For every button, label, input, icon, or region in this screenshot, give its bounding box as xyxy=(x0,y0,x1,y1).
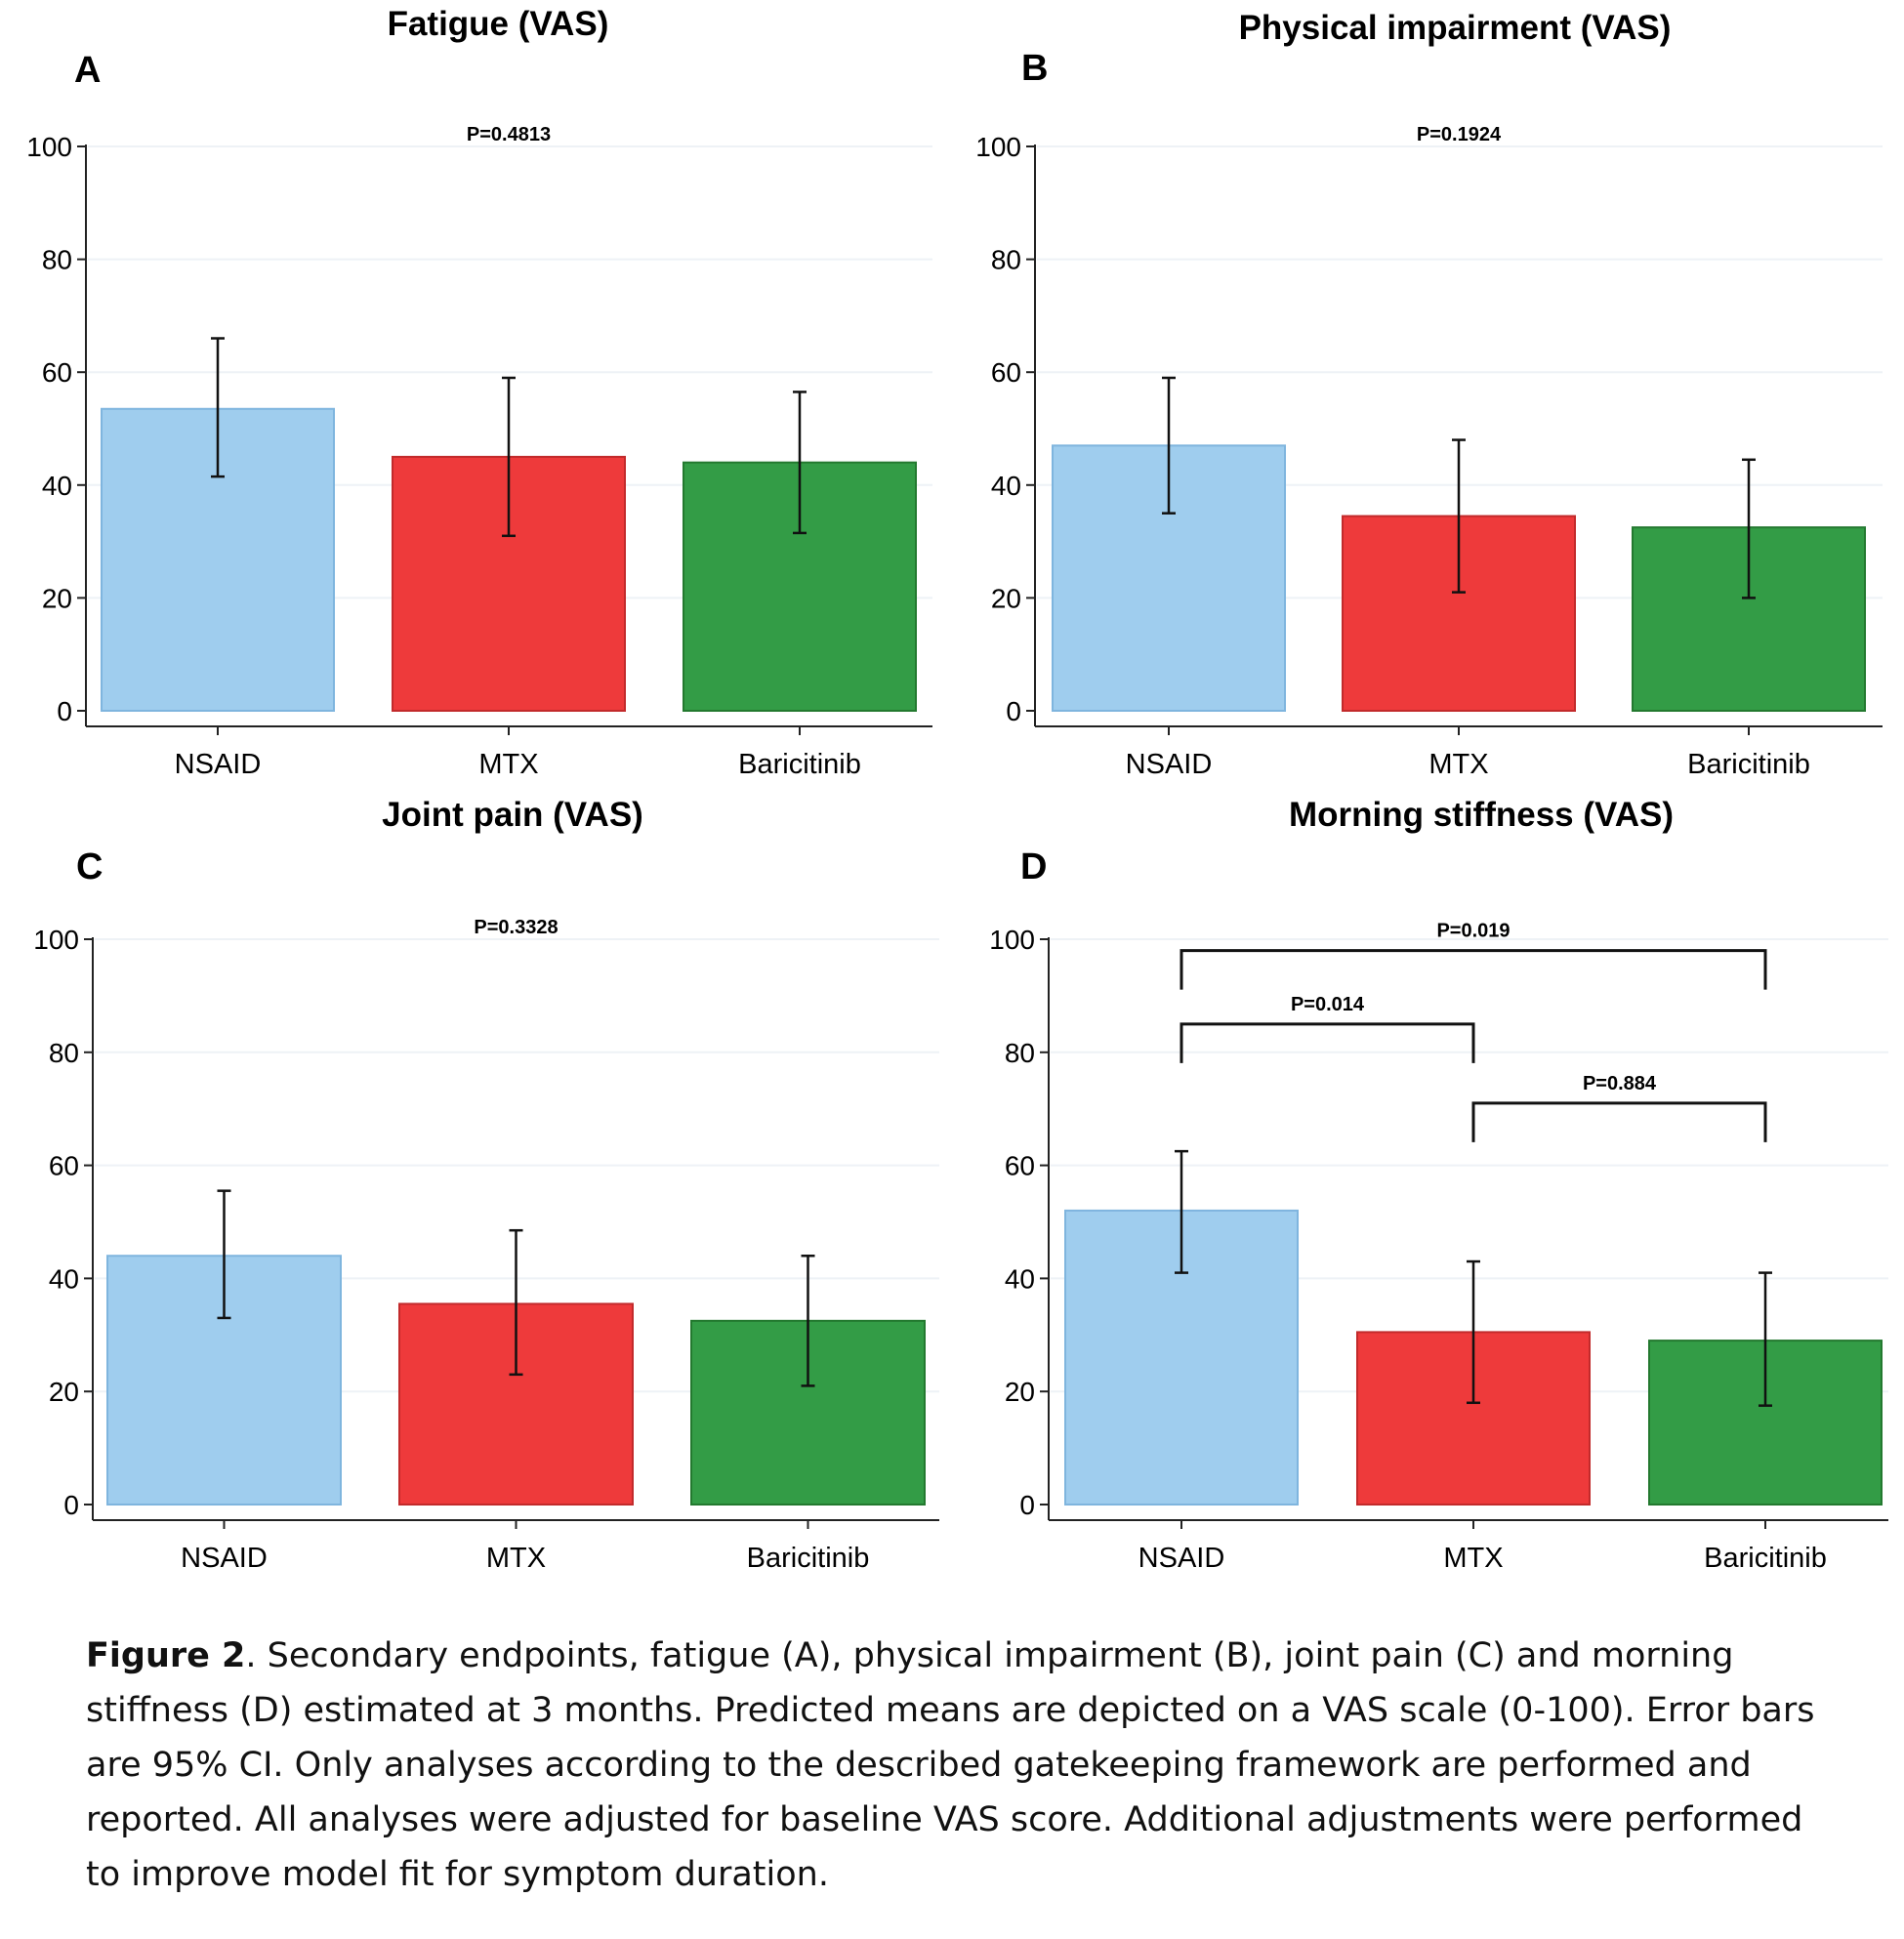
comparison-bracket: P=0.884 xyxy=(1471,1073,1767,1142)
chart-panel-a: Fatigue (VAS) A 0 20 40 60 80 100 NSAID MTX Barici… xyxy=(26,5,932,780)
error-bar-baricitinib xyxy=(801,1254,815,1387)
p-value-label: P=0.1924 xyxy=(1417,124,1502,145)
panel-letter: B xyxy=(1021,48,1048,89)
chart-panel-d: Morning stiffness (VAS) D 0 20 40 60 80 100 NSAI… xyxy=(989,796,1888,1574)
x-tick-label: NSAID xyxy=(181,1543,268,1574)
y-tick-label: 60 xyxy=(49,1151,79,1181)
panel-letter: C xyxy=(76,846,103,887)
error-bar-baricitinib xyxy=(1759,1271,1772,1407)
p-value-label: P=0.3328 xyxy=(474,917,558,938)
x-tick-label: Baricitinib xyxy=(747,1543,870,1574)
x-tick-label: Baricitinib xyxy=(738,749,861,780)
x-tick-label: MTX xyxy=(478,749,538,780)
panel-title: Joint pain (VAS) xyxy=(382,796,643,834)
y-tick-label: 0 xyxy=(57,696,72,726)
y-tick-label: 60 xyxy=(42,357,72,388)
x-tick-label: NSAID xyxy=(1126,749,1213,780)
y-tick-label: 80 xyxy=(991,245,1021,275)
panel-title: Morning stiffness (VAS) xyxy=(1289,796,1674,834)
caption-label: Figure 2 xyxy=(86,1636,246,1675)
bracket-line xyxy=(1471,1101,1767,1142)
p-value-label: P=0.019 xyxy=(1436,921,1510,942)
y-tick-label: 40 xyxy=(1005,1263,1035,1294)
y-tick-label: 100 xyxy=(33,925,79,955)
comparison-bracket: P=0.019 xyxy=(1180,921,1767,990)
comparison-bracket: P=0.014 xyxy=(1180,994,1475,1063)
figure-caption: Figure 2. Secondary endpoints, fatigue (… xyxy=(86,1629,1843,1902)
y-tick-label: 40 xyxy=(991,471,1021,501)
bracket-line xyxy=(1180,949,1767,990)
x-tick-label: MTX xyxy=(1428,749,1488,780)
error-bar-mtx xyxy=(509,1228,523,1377)
y-tick-label: 40 xyxy=(49,1263,79,1294)
panel-letter: A xyxy=(74,50,101,91)
error-bar-baricitinib xyxy=(1742,458,1756,599)
error-bar-nsaid xyxy=(211,337,225,478)
x-tick-label: MTX xyxy=(1443,1543,1503,1574)
error-bar-nsaid xyxy=(217,1189,231,1320)
y-tick-label: 20 xyxy=(991,583,1021,613)
y-tick-label: 20 xyxy=(49,1377,79,1407)
p-value-label: P=0.884 xyxy=(1583,1073,1657,1094)
p-value-label: P=0.014 xyxy=(1291,994,1365,1015)
caption-text: . Secondary endpoints, fatigue (A), phys… xyxy=(86,1636,1815,1894)
y-tick-label: 0 xyxy=(1006,696,1021,726)
figure-panels: Fatigue (VAS) A 0 20 40 60 80 100 NSAID MTX Barici… xyxy=(26,5,1888,1574)
error-bar-mtx xyxy=(1452,438,1466,594)
error-bar-nsaid xyxy=(1175,1149,1188,1274)
x-tick-label: Baricitinib xyxy=(1687,749,1810,780)
x-tick-label: MTX xyxy=(486,1543,546,1574)
p-value-label: P=0.4813 xyxy=(467,124,551,145)
y-tick-label: 20 xyxy=(1005,1377,1035,1407)
y-tick-label: 100 xyxy=(26,132,72,162)
y-tick-label: 100 xyxy=(989,925,1035,955)
y-tick-label: 60 xyxy=(991,357,1021,388)
y-tick-label: 80 xyxy=(42,245,72,275)
y-tick-label: 40 xyxy=(42,471,72,501)
y-tick-label: 100 xyxy=(975,132,1021,162)
panel-title: Physical impairment (VAS) xyxy=(1239,9,1672,47)
x-tick-label: NSAID xyxy=(175,749,262,780)
error-bar-mtx xyxy=(1467,1259,1480,1405)
y-tick-label: 20 xyxy=(42,583,72,613)
error-bar-mtx xyxy=(502,376,516,538)
error-bar-baricitinib xyxy=(793,391,807,535)
bracket-line xyxy=(1180,1022,1475,1063)
y-tick-label: 60 xyxy=(1005,1151,1035,1181)
y-tick-label: 80 xyxy=(1005,1038,1035,1068)
chart-panel-c: Joint pain (VAS) C 0 20 40 60 80 100 NSAID MTX Bar… xyxy=(33,796,939,1574)
y-tick-label: 0 xyxy=(1019,1490,1035,1520)
y-tick-label: 0 xyxy=(63,1490,79,1520)
y-tick-label: 80 xyxy=(49,1038,79,1068)
panel-letter: D xyxy=(1020,846,1047,887)
x-tick-label: NSAID xyxy=(1138,1543,1225,1574)
error-bar-nsaid xyxy=(1162,376,1176,515)
x-tick-label: Baricitinib xyxy=(1704,1543,1827,1574)
chart-panel-b: Physical impairment (VAS) B 0 20 40 60 80 100 NS… xyxy=(975,9,1883,780)
panel-title: Fatigue (VAS) xyxy=(388,5,609,43)
